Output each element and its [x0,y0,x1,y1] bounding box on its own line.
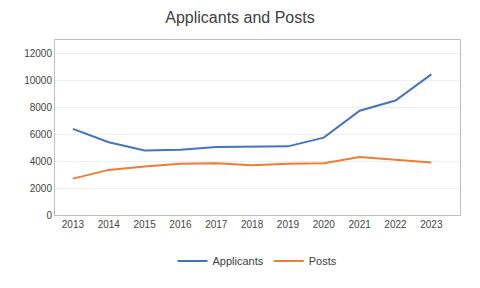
svg-text:2013: 2013 [62,219,85,230]
svg-text:6000: 6000 [30,129,53,140]
svg-text:2023: 2023 [420,219,443,230]
svg-text:Applicants: Applicants [213,255,264,267]
svg-text:2020: 2020 [313,219,336,230]
svg-text:2019: 2019 [277,219,300,230]
svg-text:2018: 2018 [241,219,264,230]
svg-text:2021: 2021 [349,219,372,230]
svg-text:2017: 2017 [205,219,228,230]
svg-text:2022: 2022 [384,219,407,230]
svg-text:2015: 2015 [133,219,156,230]
svg-text:Posts: Posts [309,255,337,267]
svg-text:8000: 8000 [30,102,53,113]
svg-text:Applicants and Posts: Applicants and Posts [165,9,314,26]
svg-text:12000: 12000 [24,48,52,59]
svg-text:2016: 2016 [169,219,192,230]
svg-text:0: 0 [46,210,52,221]
svg-text:2000: 2000 [30,183,53,194]
svg-text:10000: 10000 [24,75,52,86]
svg-text:2014: 2014 [98,219,121,230]
svg-text:4000: 4000 [30,156,53,167]
